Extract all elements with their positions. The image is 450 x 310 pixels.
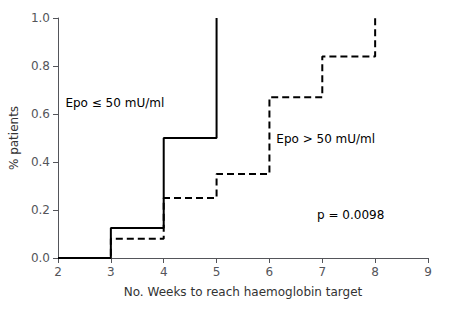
svg-text:Epo ≤ 50 mU/ml: Epo ≤ 50 mU/ml	[65, 96, 164, 110]
svg-text:% patients: % patients	[7, 106, 21, 170]
svg-text:8: 8	[371, 265, 379, 279]
svg-text:1.0: 1.0	[31, 11, 50, 25]
svg-text:0.2: 0.2	[31, 203, 50, 217]
svg-text:7: 7	[318, 265, 326, 279]
svg-text:0.6: 0.6	[31, 107, 50, 121]
svg-text:9: 9	[424, 265, 432, 279]
svg-text:p = 0.0098: p = 0.0098	[317, 208, 384, 222]
svg-text:No. Weeks to reach haemoglobin: No. Weeks to reach haemoglobin target	[124, 285, 363, 299]
svg-text:0.0: 0.0	[31, 251, 50, 265]
svg-text:3: 3	[107, 265, 115, 279]
svg-text:2: 2	[54, 265, 62, 279]
svg-text:Epo > 50 mU/ml: Epo > 50 mU/ml	[276, 132, 375, 146]
svg-text:0.8: 0.8	[31, 59, 50, 73]
svg-text:5: 5	[213, 265, 221, 279]
svg-text:6: 6	[266, 265, 274, 279]
svg-text:0.4: 0.4	[31, 155, 50, 169]
svg-text:4: 4	[160, 265, 168, 279]
